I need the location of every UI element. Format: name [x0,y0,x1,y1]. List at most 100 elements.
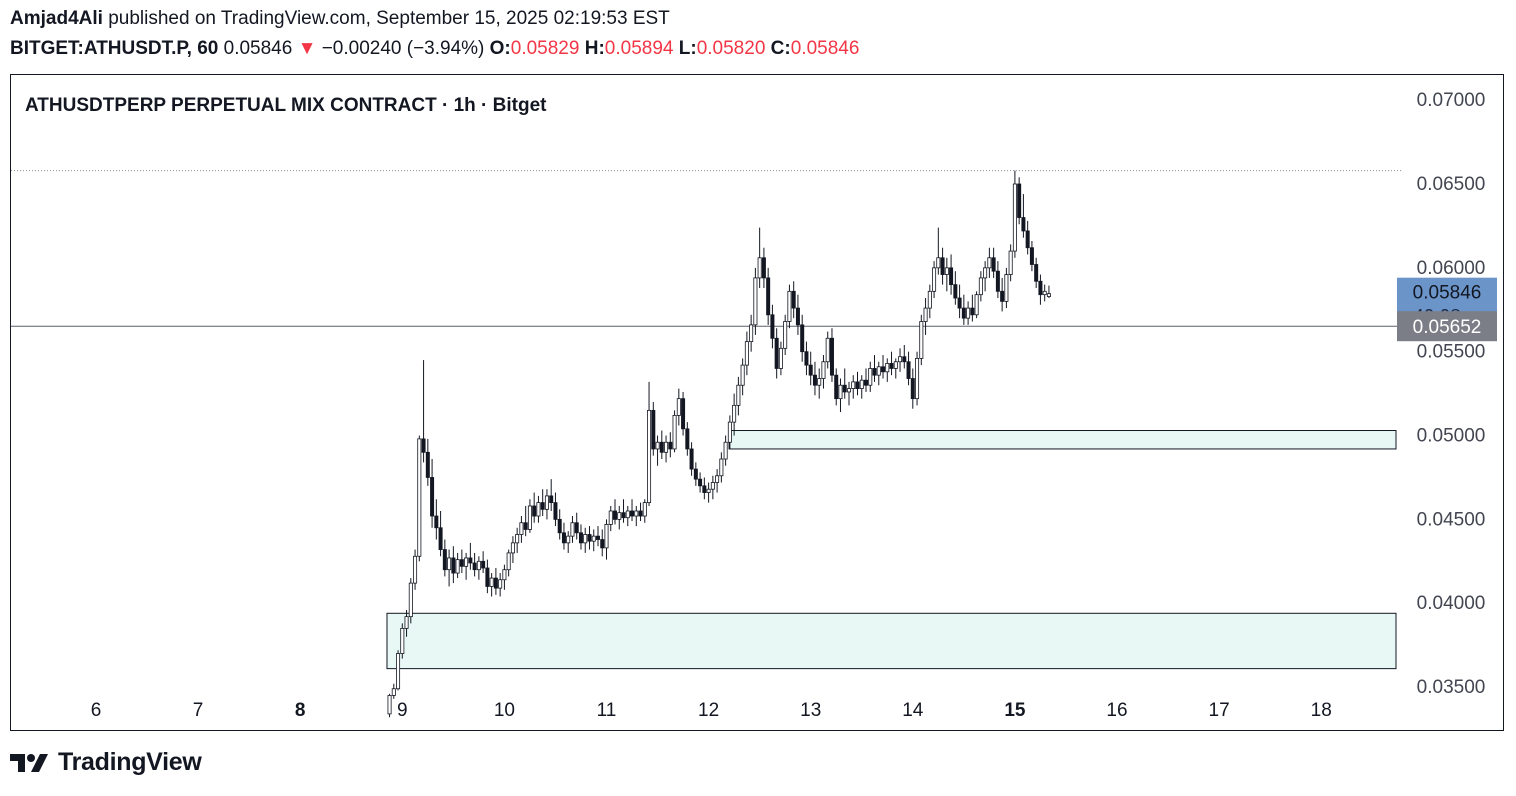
candle-body [404,616,409,629]
candle-body [638,510,643,517]
candle-body [753,277,758,326]
candle-body [787,290,792,322]
candle-body [676,398,681,416]
tradingview-footer[interactable]: TradingView [10,748,202,777]
candle-body [983,267,988,279]
candle-body [706,488,711,493]
demand-zone-1 [728,430,1397,450]
y-tick-label: 0.07000 [1417,90,1486,111]
candle-body [485,567,490,587]
candle-body [447,557,452,571]
candle-body [493,577,498,589]
candle-body [961,307,966,319]
candle-body [540,502,545,510]
candle-body [421,438,426,453]
candle-body [523,522,528,530]
candle-body [710,482,715,490]
candle-body [970,307,975,316]
candle-body [783,321,788,349]
candle-body [685,428,690,450]
candle-body [749,324,754,343]
candle-body [553,502,558,520]
candle-body [991,257,996,272]
tradingview-brand: TradingView [58,748,202,776]
candle-body [1034,264,1039,282]
x-tick-label: 9 [397,700,408,721]
candle-body [630,510,635,517]
candle-body [519,522,524,535]
author-name[interactable]: Amjad4Ali [10,8,103,29]
candle-body [957,297,962,309]
demand-zone-2 [386,612,1397,670]
price-change: −0.00240 (−3.94%) [321,38,485,59]
candle-body [804,351,809,366]
chart-frame[interactable]: 0.07000 0.06500 0.06000 0.05500 0.05000 0.045… [10,74,1504,731]
chart-title: ATHUSDTPERP PERPETUAL MIX CONTRACT · 1h … [25,95,547,116]
candle-body [859,379,864,389]
x-tick-label: 14 [902,700,924,721]
candle-body [736,384,741,406]
candle-body [438,527,443,550]
candle-body [434,515,439,529]
candle-body [476,560,481,571]
candle-body [893,361,898,369]
candle-body [413,555,418,584]
candle-body [944,267,949,275]
candle-body [915,357,920,400]
candle-body [472,562,477,571]
candle-body [498,579,503,589]
candle-body [655,441,660,450]
candle-body [1025,230,1030,249]
candle-body [664,441,669,453]
candle-body [532,505,537,517]
symbol-name: BITGET:ATHUSDT.P, 60 [10,38,219,59]
candle-body [1046,293,1051,297]
x-tick-label: 15 [1004,700,1026,721]
candle-body [515,534,520,544]
candle-body [889,363,894,369]
last-price-tag-value: 0.05846 [1413,283,1482,304]
tradingview-logo-icon [10,753,48,772]
candle-body [795,307,800,326]
candle-body [829,337,834,376]
candle-body [791,290,796,309]
candle-body [995,270,1000,292]
close-value: 0.05846 [790,38,860,59]
candle-body [885,363,890,373]
candle-body [668,441,673,450]
candle-body [587,534,592,542]
x-tick-label: 11 [597,700,617,721]
publish-info: Amjad4Ali published on TradingView.com, … [10,8,670,30]
candle-body [966,307,971,319]
candle-body [732,404,737,423]
candle-body [430,477,435,517]
candle-body [876,366,881,376]
x-tick-label: 17 [1209,700,1230,721]
candle-body [642,502,647,517]
candle-body [625,510,630,519]
candle-body [953,284,958,299]
price-chart[interactable]: 0.07000 0.06500 0.06000 0.05500 0.05000 0.045… [11,75,1502,729]
candle-body [506,552,511,571]
candle-body [881,366,886,373]
candle-body [842,384,847,393]
x-tick-label: 10 [494,700,515,721]
y-tick-label: 0.06500 [1417,174,1486,195]
candle-body [561,532,566,544]
candle-body [583,534,588,544]
candle-body [800,324,805,353]
candle-body [566,535,571,544]
candle-body [634,510,639,517]
candle-body [898,356,903,363]
candle-body [1029,247,1034,265]
candle-body [1017,183,1022,218]
candle-body [391,688,396,696]
candle-body [417,438,422,557]
candle-body [698,478,703,487]
candle-body [1004,274,1009,302]
candle-body [817,378,822,386]
candle-body [1038,280,1043,296]
candle-body [481,560,486,569]
candle-body [591,535,596,542]
low-value: 0.05820 [696,38,766,59]
